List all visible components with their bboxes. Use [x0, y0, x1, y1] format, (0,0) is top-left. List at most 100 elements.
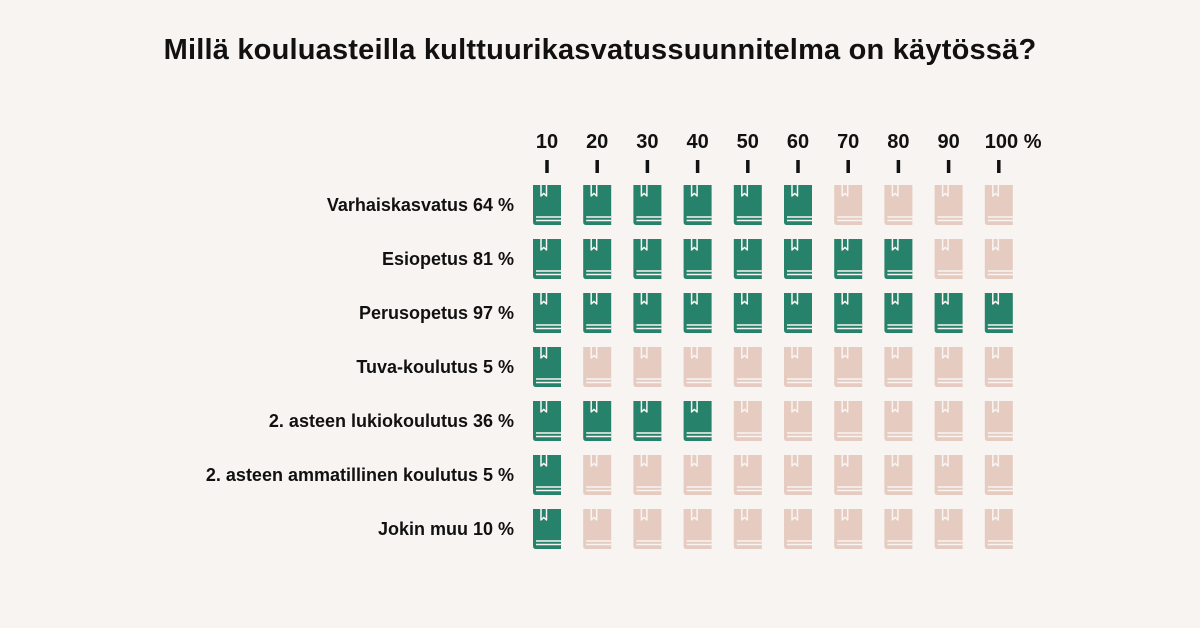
book-icon	[583, 185, 612, 225]
row-label: 2. asteen ammatillinen koulutus 5 %	[206, 465, 514, 485]
book-icon	[884, 401, 913, 441]
book-icon	[533, 185, 561, 225]
book-icon	[784, 185, 812, 225]
book-icon	[984, 509, 1013, 549]
row-label: Perusopetus 97 %	[359, 303, 514, 323]
book-icon	[633, 509, 662, 549]
book-icon	[633, 401, 662, 441]
book-icon	[934, 509, 963, 549]
book-icon	[683, 347, 712, 387]
book-icon	[633, 239, 662, 279]
chart-row: Perusopetus 97 %	[359, 293, 1013, 333]
axis-tick-mark	[896, 160, 901, 173]
book-icon	[683, 509, 712, 549]
chart-row: Varhaiskasvatus 64 %	[327, 185, 1013, 225]
book-icon	[733, 455, 762, 495]
book-icon	[583, 509, 612, 549]
axis-tick: 70	[837, 131, 859, 173]
book-icon	[784, 347, 812, 387]
book-icon	[884, 455, 913, 495]
book-icon	[683, 401, 712, 441]
axis-tick-mark	[946, 160, 951, 173]
book-icon	[834, 239, 863, 279]
book-icon	[784, 239, 812, 279]
book-icon	[784, 455, 812, 495]
axis-tick-mark	[545, 160, 549, 173]
book-icon	[884, 293, 913, 333]
book-icon	[533, 293, 561, 333]
book-icon	[784, 509, 812, 549]
row-label: Tuva-koulutus 5 %	[356, 357, 514, 377]
axis-tick-mark	[846, 160, 850, 173]
row-label: Varhaiskasvatus 64 %	[327, 195, 514, 215]
axis-tick: 10	[536, 131, 558, 173]
book-icon	[884, 347, 913, 387]
axis-tick: 100 %	[985, 131, 1042, 173]
axis-tick: 80	[887, 131, 910, 173]
axis-tick-mark	[746, 160, 750, 173]
book-icon	[533, 239, 561, 279]
book-icon	[984, 185, 1013, 225]
book-icon	[583, 401, 612, 441]
chart-row: Esiopetus 81 %	[382, 239, 1013, 279]
book-icon	[583, 455, 612, 495]
book-icon	[784, 293, 812, 333]
book-icon	[984, 347, 1013, 387]
book-icon	[984, 401, 1013, 441]
chart-rows: Varhaiskasvatus 64 % Esiopetus 81 % Peruso…	[206, 185, 1013, 549]
book-icon	[984, 293, 1013, 333]
axis-tick-mark	[595, 160, 599, 173]
axis-tick-mark	[695, 160, 700, 173]
axis: 10 20 30 40 50 60 70 80 90 100 %	[536, 131, 1042, 173]
book-icon	[683, 185, 712, 225]
row-label: 2. asteen lukiokoulutus 36 %	[269, 411, 514, 431]
chart-row: Tuva-koulutus 5 %	[356, 347, 1013, 387]
book-icon	[884, 239, 913, 279]
book-icon	[683, 239, 712, 279]
axis-tick-label: 10	[536, 131, 558, 153]
axis-tick-label: 70	[837, 131, 859, 153]
book-icon	[834, 509, 863, 549]
book-icon	[934, 239, 963, 279]
book-icon	[633, 293, 662, 333]
book-icon	[934, 401, 963, 441]
axis-tick-label: 90	[937, 131, 959, 153]
axis-tick: 40	[686, 131, 709, 173]
book-icon	[934, 185, 963, 225]
book-icon	[834, 455, 863, 495]
axis-tick: 90	[937, 131, 960, 173]
book-icon	[583, 239, 612, 279]
book-icon	[583, 293, 612, 333]
book-icon	[533, 455, 561, 495]
chart-title: Millä kouluasteilla kulttuurikasvatussuu…	[163, 34, 1037, 66]
axis-tick-label: 80	[887, 131, 909, 153]
axis-tick-mark	[645, 160, 650, 173]
book-icon	[934, 293, 963, 333]
book-icon	[884, 185, 913, 225]
book-icon	[834, 347, 863, 387]
chart-row: 2. asteen ammatillinen koulutus 5 %	[206, 455, 1013, 495]
book-icon	[683, 455, 712, 495]
book-icon	[834, 401, 863, 441]
book-icon	[733, 293, 762, 333]
row-label: Esiopetus 81 %	[382, 249, 514, 269]
book-icon	[784, 401, 812, 441]
book-icon	[733, 509, 762, 549]
axis-tick-label: 20	[586, 131, 608, 153]
axis-tick-mark	[796, 160, 800, 173]
book-icon	[633, 347, 662, 387]
book-icon	[733, 401, 762, 441]
book-icon	[934, 347, 963, 387]
axis-tick: 20	[586, 131, 608, 173]
row-label: Jokin muu 10 %	[378, 519, 514, 539]
book-icon	[533, 347, 561, 387]
book-icon	[733, 347, 762, 387]
chart-row: 2. asteen lukiokoulutus 36 %	[269, 401, 1013, 441]
axis-tick-label: 40	[686, 131, 708, 153]
chart-row: Jokin muu 10 %	[378, 509, 1013, 549]
axis-tick: 60	[787, 131, 809, 173]
book-icon	[884, 509, 913, 549]
book-icon	[834, 185, 863, 225]
axis-tick-label: 30	[636, 131, 658, 153]
